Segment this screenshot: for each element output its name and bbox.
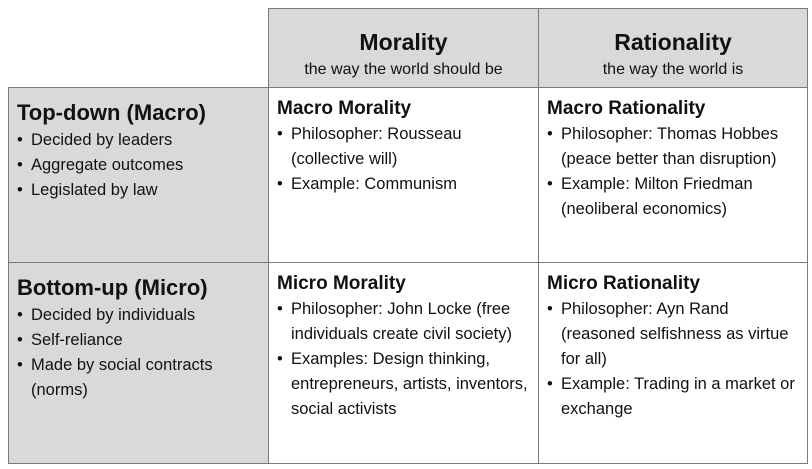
list-item: Decided by leaders xyxy=(17,128,262,153)
row-bullets-top-down: Decided by leaders Aggregate outcomes Le… xyxy=(9,128,268,203)
row-title-bottom-up: Bottom-up (Micro) xyxy=(17,275,208,300)
column-subtitle-morality: the way the world should be xyxy=(304,61,503,78)
column-header-rationality: Rationality the way the world is xyxy=(538,8,808,88)
cell-micro-rationality: Micro Rationality Philosopher: Ayn Rand … xyxy=(538,262,808,464)
cell-title-macro-rationality: Macro Rationality xyxy=(547,98,706,119)
cell-bullets-micro-morality: Philosopher: John Locke (free individual… xyxy=(269,297,538,422)
row-header-bottom-up: Bottom-up (Micro) Decided by individuals… xyxy=(8,262,269,464)
cell-macro-rationality: Macro Rationality Philosopher: Thomas Ho… xyxy=(538,87,808,263)
cell-title-micro-rationality: Micro Rationality xyxy=(547,273,701,294)
cell-micro-morality: Micro Morality Philosopher: John Locke (… xyxy=(268,262,539,464)
column-subtitle-rationality: the way the world is xyxy=(602,61,744,78)
cell-bullets-macro-morality: Philosopher: Rousseau (collective will) … xyxy=(269,122,538,197)
cell-bullets-macro-rationality: Philosopher: Thomas Hobbes (peace better… xyxy=(539,122,807,222)
list-item: Philosopher: John Locke (free individual… xyxy=(277,297,532,347)
column-title-rationality: Rationality xyxy=(614,29,732,55)
list-item: Decided by individuals xyxy=(17,303,262,328)
list-item: Example: Communism xyxy=(277,172,532,197)
row-title-top-down: Top-down (Macro) xyxy=(17,100,206,125)
list-item: Legislated by law xyxy=(17,178,262,203)
list-item: Philosopher: Rousseau (collective will) xyxy=(277,122,532,172)
row-bullets-bottom-up: Decided by individuals Self-reliance Mad… xyxy=(9,303,268,403)
row-header-top-down: Top-down (Macro) Decided by leaders Aggr… xyxy=(8,87,269,263)
cell-title-micro-morality: Micro Morality xyxy=(277,273,406,294)
list-item: Example: Milton Friedman (neoliberal eco… xyxy=(547,172,801,222)
list-item: Example: Trading in a market or exchange xyxy=(547,372,801,422)
list-item: Philosopher: Ayn Rand (reasoned selfishn… xyxy=(547,297,801,372)
column-header-morality: Morality the way the world should be xyxy=(268,8,539,88)
list-item: Philosopher: Thomas Hobbes (peace better… xyxy=(547,122,801,172)
list-item: Self-reliance xyxy=(17,328,262,353)
column-title-morality: Morality xyxy=(359,29,448,55)
cell-bullets-micro-rationality: Philosopher: Ayn Rand (reasoned selfishn… xyxy=(539,297,807,422)
list-item: Made by social contracts (norms) xyxy=(17,353,262,403)
list-item: Examples: Design thinking, entrepreneurs… xyxy=(277,347,532,422)
list-item: Aggregate outcomes xyxy=(17,153,262,178)
cell-title-macro-morality: Macro Morality xyxy=(277,98,412,119)
cell-macro-morality: Macro Morality Philosopher: Rousseau (co… xyxy=(268,87,539,263)
